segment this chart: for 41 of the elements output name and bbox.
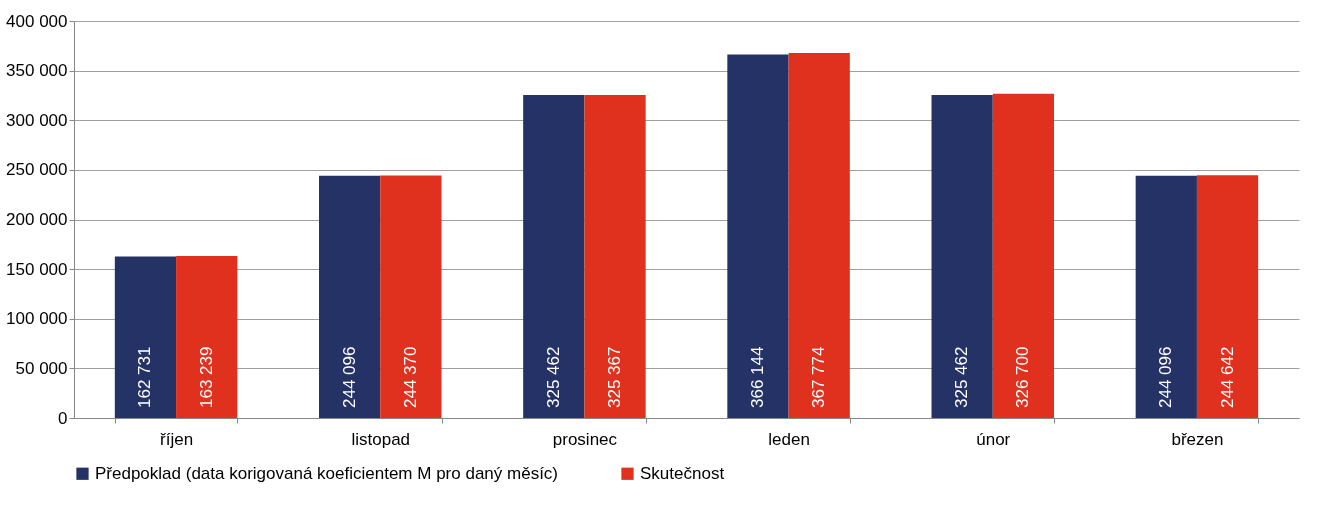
y-tick-label: 200 000	[6, 210, 68, 229]
x-tick-label: březen	[1171, 429, 1224, 449]
y-tick-label: 350 000	[6, 61, 68, 81]
data-label: 367 774	[809, 346, 829, 408]
bar	[319, 175, 381, 418]
data-label: 326 700	[1013, 346, 1033, 408]
bar	[1196, 175, 1259, 418]
data-label: 244 642	[1217, 346, 1237, 408]
legend-label: Skutečnost	[640, 463, 725, 483]
bar	[523, 94, 585, 418]
y-tick-label: 100 000	[6, 309, 68, 329]
bar	[584, 95, 646, 418]
data-label: 325 367	[605, 346, 625, 408]
data-label: 244 370	[400, 346, 420, 408]
y-tick-label: 50 000	[15, 358, 68, 378]
data-label: 325 462	[952, 346, 972, 408]
legend-label: Předpoklad (data korigovaná koeficientem M pro daný měsíc)	[95, 463, 559, 483]
y-tick-label: 300 000	[6, 110, 68, 130]
data-label: 163 239	[196, 346, 216, 408]
bar	[176, 255, 238, 418]
x-tick-label: listopad	[351, 429, 411, 449]
bar	[1135, 175, 1197, 418]
y-tick-label: 150 000	[6, 259, 68, 279]
data-label: 325 462	[543, 346, 563, 408]
bar	[788, 52, 850, 418]
y-tick-label: 250 000	[6, 160, 68, 180]
data-label: 244 096	[1156, 346, 1176, 408]
bar	[114, 256, 177, 418]
bar	[727, 54, 789, 418]
data-label: 244 096	[339, 346, 359, 408]
x-tick-label: prosinec	[552, 429, 618, 449]
x-tick-label: říjen	[160, 429, 194, 449]
data-label: 366 144	[747, 346, 767, 408]
x-tick-label: leden	[768, 429, 810, 449]
bar	[992, 93, 1054, 418]
bar	[380, 175, 442, 418]
y-tick-label: 400 000	[6, 11, 68, 31]
data-label: 162 731	[135, 346, 155, 408]
bar	[931, 94, 993, 418]
x-tick-label: únor	[976, 429, 1011, 449]
y-tick-label: 0	[58, 408, 68, 428]
